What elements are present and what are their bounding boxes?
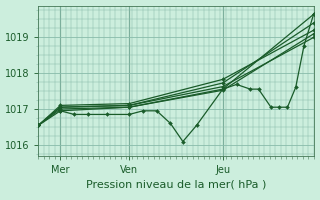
X-axis label: Pression niveau de la mer( hPa ): Pression niveau de la mer( hPa ) [86,179,266,189]
